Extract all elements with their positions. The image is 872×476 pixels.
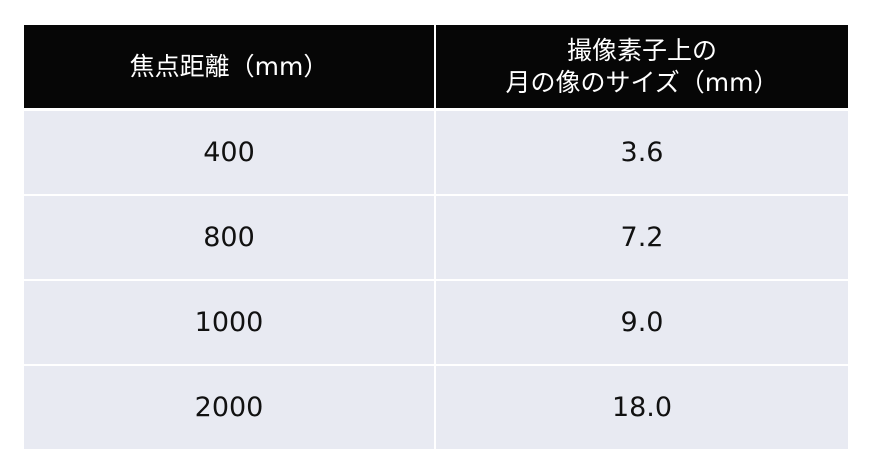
cell-moon-size: 7.2 — [435, 195, 848, 281]
cell-focal-length: 800 — [24, 195, 436, 281]
cell-focal-length: 1000 — [24, 280, 436, 366]
cell-focal-length: 400 — [24, 109, 436, 196]
cell-focal-length: 2000 — [24, 365, 436, 449]
header-row: 焦点距離（mm） 撮像素子上の 月の像のサイズ（mm） — [24, 25, 848, 111]
table-row: 2000 18.0 — [24, 365, 848, 449]
table-row: 1000 9.0 — [24, 280, 848, 366]
header-moon-size-line2: 月の像のサイズ（mm） — [505, 67, 779, 97]
cell-moon-size: 3.6 — [435, 109, 848, 196]
header-moon-size: 撮像素子上の 月の像のサイズ（mm） — [435, 25, 848, 111]
header-focal-length: 焦点距離（mm） — [24, 25, 436, 111]
table-row: 800 7.2 — [24, 195, 848, 281]
header-moon-size-line1: 撮像素子上の — [566, 35, 717, 65]
table-row: 400 3.6 — [24, 109, 848, 196]
cell-moon-size: 9.0 — [435, 280, 848, 366]
cell-moon-size: 18.0 — [435, 365, 848, 449]
focal-length-moon-size-table: 焦点距離（mm） 撮像素子上の 月の像のサイズ（mm） 400 3.6 800 … — [24, 25, 848, 449]
